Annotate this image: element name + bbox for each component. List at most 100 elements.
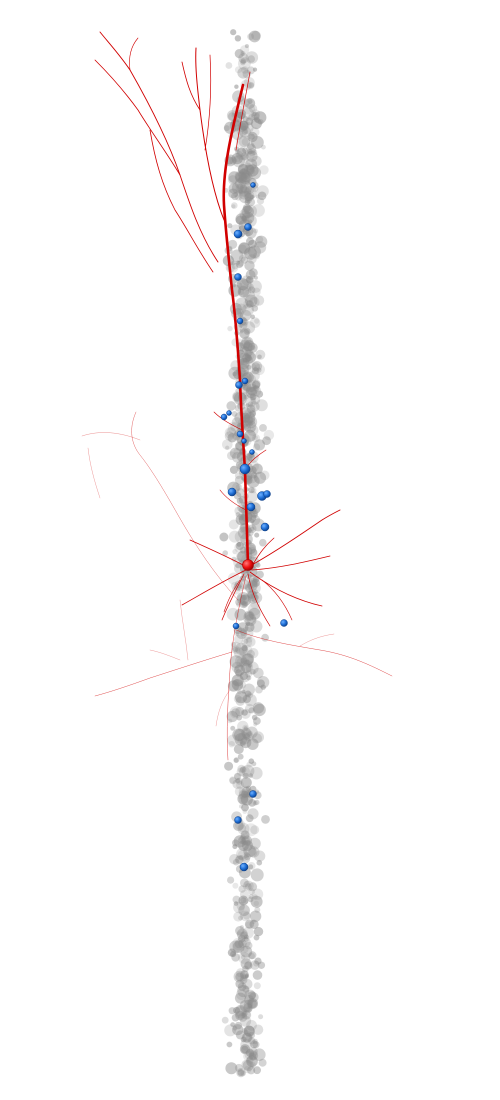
population-cell	[248, 82, 255, 89]
population-cell	[239, 209, 251, 220]
population-cell	[240, 777, 252, 789]
population-cell	[235, 778, 241, 784]
population-cell	[232, 882, 239, 889]
population-cell	[256, 676, 270, 689]
population-cell	[243, 1025, 255, 1037]
population-cell	[233, 835, 247, 848]
connected-cell	[249, 449, 255, 455]
population-cell	[255, 399, 268, 412]
population-cell	[237, 286, 250, 298]
population-cell	[244, 452, 252, 461]
population-cell	[227, 325, 233, 332]
population-cell	[247, 593, 259, 604]
population-cell	[242, 1027, 248, 1033]
population-cell	[249, 280, 262, 293]
population-cell	[231, 153, 243, 165]
population-cell	[239, 661, 244, 667]
population-cell	[242, 382, 252, 392]
population-cell	[247, 131, 258, 143]
population-cell	[238, 904, 250, 917]
population-cell	[244, 412, 256, 424]
population-cell	[254, 957, 262, 965]
population-cell	[250, 868, 264, 882]
population-cell	[258, 1058, 267, 1067]
population-cell	[232, 1024, 244, 1036]
population-cell	[236, 931, 242, 937]
connected-cell	[244, 223, 252, 231]
population-cell	[234, 542, 245, 553]
population-cell	[229, 706, 242, 719]
connected-cell	[239, 463, 251, 475]
population-cell	[252, 379, 261, 389]
population-cell	[243, 289, 256, 302]
population-cell	[252, 731, 264, 743]
population-cell	[232, 549, 238, 555]
population-cell	[248, 148, 256, 156]
population-cell	[244, 823, 258, 837]
population-cell	[223, 125, 230, 132]
population-cell	[248, 1037, 256, 1045]
population-cell	[232, 844, 238, 850]
population-cell	[248, 952, 255, 960]
population-cell	[250, 467, 255, 473]
population-cell	[252, 894, 258, 900]
population-cell	[234, 631, 240, 636]
population-cell	[237, 720, 249, 733]
population-cell	[246, 726, 258, 739]
population-cell	[247, 254, 257, 264]
population-cell	[244, 151, 250, 156]
population-cell	[227, 572, 240, 585]
population-cell	[246, 1007, 251, 1012]
population-cell	[257, 961, 266, 969]
population-cell	[219, 532, 229, 542]
population-cell	[247, 33, 255, 41]
population-cell	[243, 683, 255, 696]
population-cell	[237, 738, 243, 745]
population-cell	[242, 724, 249, 732]
population-cell	[240, 931, 248, 939]
population-cell	[247, 524, 257, 533]
population-cell	[240, 836, 250, 846]
population-cell	[243, 611, 256, 625]
population-cell	[249, 837, 261, 850]
population-cell	[256, 197, 265, 205]
population-cell	[231, 192, 239, 201]
population-cell	[241, 303, 254, 316]
population-cell	[241, 414, 253, 426]
population-cell	[243, 370, 249, 376]
population-cell	[245, 386, 257, 398]
population-cell	[252, 287, 261, 296]
population-cell	[240, 98, 250, 108]
population-cell	[243, 77, 255, 89]
population-cell	[234, 992, 246, 1004]
population-cell	[242, 69, 251, 79]
population-cell	[240, 256, 248, 264]
population-cell	[255, 235, 268, 248]
population-cell	[237, 934, 246, 943]
population-cell	[253, 900, 259, 906]
population-cell	[250, 426, 256, 433]
population-cell	[231, 708, 241, 717]
population-cell	[249, 387, 255, 393]
population-cell	[249, 514, 261, 526]
population-cell	[247, 55, 255, 63]
population-cell	[237, 731, 251, 745]
oblique-dendrite	[213, 411, 243, 431]
population-cell	[234, 939, 244, 949]
population-cell	[253, 295, 265, 306]
population-cell	[249, 401, 260, 412]
connected-cell	[239, 862, 249, 872]
basal-dendrite	[249, 509, 341, 567]
population-cell	[242, 1010, 248, 1017]
population-cell	[244, 351, 256, 363]
population-cell	[241, 803, 249, 812]
population-cell	[259, 538, 267, 547]
population-cell	[241, 121, 254, 134]
population-cell	[244, 583, 252, 591]
population-cell	[257, 191, 267, 201]
population-cell	[230, 725, 235, 731]
population-cell	[234, 472, 242, 480]
population-cell	[246, 364, 252, 370]
population-cell	[232, 779, 243, 789]
population-cell	[229, 447, 242, 459]
